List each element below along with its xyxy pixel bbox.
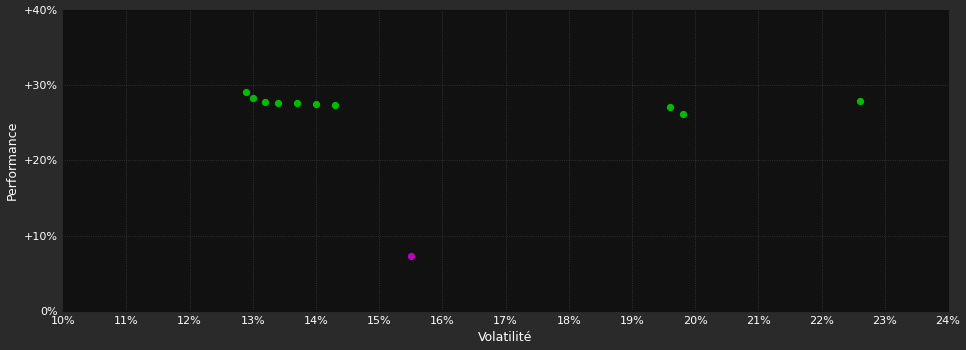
Point xyxy=(852,98,867,104)
Point xyxy=(403,253,418,259)
Point xyxy=(327,102,343,107)
Y-axis label: Performance: Performance xyxy=(6,121,18,200)
X-axis label: Volatilité: Volatilité xyxy=(478,331,532,344)
Point xyxy=(308,101,324,106)
Point xyxy=(662,104,677,110)
Point xyxy=(245,96,261,101)
Point xyxy=(675,111,691,116)
Point xyxy=(258,99,273,104)
Point xyxy=(289,100,304,106)
Point xyxy=(239,89,254,95)
Point xyxy=(270,100,286,106)
